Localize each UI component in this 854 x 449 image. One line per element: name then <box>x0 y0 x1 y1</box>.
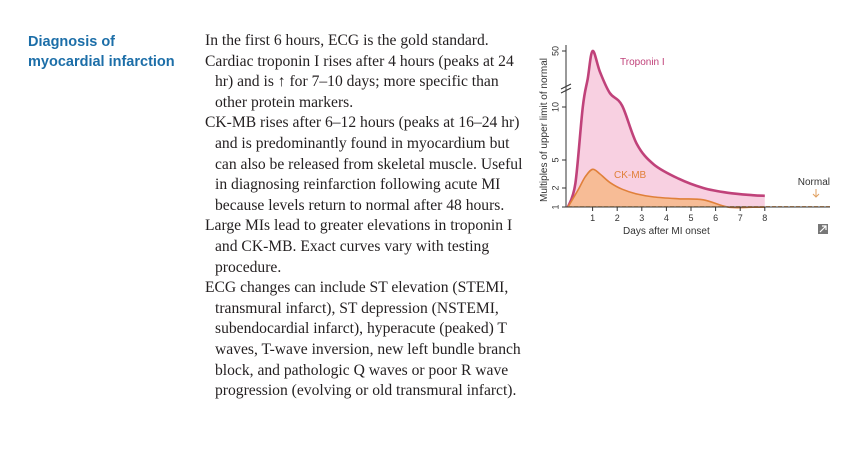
y-tick-label-50: 50 <box>550 46 560 56</box>
chart-labels: 1 2 5 10 50 1 2 3 4 5 6 7 8 Days after MI onset Multip… <box>539 46 830 237</box>
paragraph-ecg-changes: ECG changes can include ST elevation (ST… <box>205 279 521 400</box>
x-tick-label-6: 6 <box>713 213 718 223</box>
x-tick-label-7: 7 <box>738 213 743 223</box>
ckmb-area <box>568 169 765 208</box>
chart-axes <box>560 45 830 211</box>
paragraph-troponin: Cardiac troponin I rises after 4 hours (… <box>205 52 514 111</box>
x-tick-label-8: 8 <box>762 213 767 223</box>
y-tick-label-5: 5 <box>550 157 560 162</box>
section-heading: Diagnosis of myocardial infarction <box>28 34 175 70</box>
x-axis-title: Days after MI onset <box>623 226 710 237</box>
paragraph-ecg: In the first 6 hours, ECG is the gold st… <box>205 32 489 49</box>
troponin-label: Troponin I <box>620 57 665 68</box>
cardiac-marker-chart: 1 2 5 10 50 1 2 3 4 5 6 7 8 Days after MI onset Multip… <box>539 45 830 237</box>
x-tick-label-3: 3 <box>639 213 644 223</box>
y-tick-label-10: 10 <box>550 102 560 112</box>
normal-arrow-icon <box>812 189 820 198</box>
troponin-line <box>566 49 765 208</box>
expand-icon-arrow <box>819 225 827 233</box>
x-tick-label-1: 1 <box>590 213 595 223</box>
x-tick-label-5: 5 <box>688 213 693 223</box>
section-body: In the first 6 hours, ECG is the gold st… <box>205 31 525 402</box>
troponin-area <box>568 50 765 207</box>
chart-areas <box>566 49 765 209</box>
axis-break-mark <box>560 83 572 94</box>
x-tick-label-2: 2 <box>615 213 620 223</box>
ckmb-label: CK-MB <box>614 170 647 181</box>
expand-icon[interactable] <box>818 224 828 234</box>
paragraph-large-mi: Large MIs lead to greater elevations in … <box>205 217 513 276</box>
paragraph-ckmb: CK-MB rises after 6–12 hours (peaks at 1… <box>205 114 523 214</box>
y-tick-label-1: 1 <box>550 204 560 209</box>
normal-label: Normal <box>798 177 830 188</box>
y-axis-title: Multiples of upper limit of normal <box>539 58 550 202</box>
y-tick-label-2: 2 <box>550 185 560 190</box>
x-tick-label-4: 4 <box>664 213 669 223</box>
